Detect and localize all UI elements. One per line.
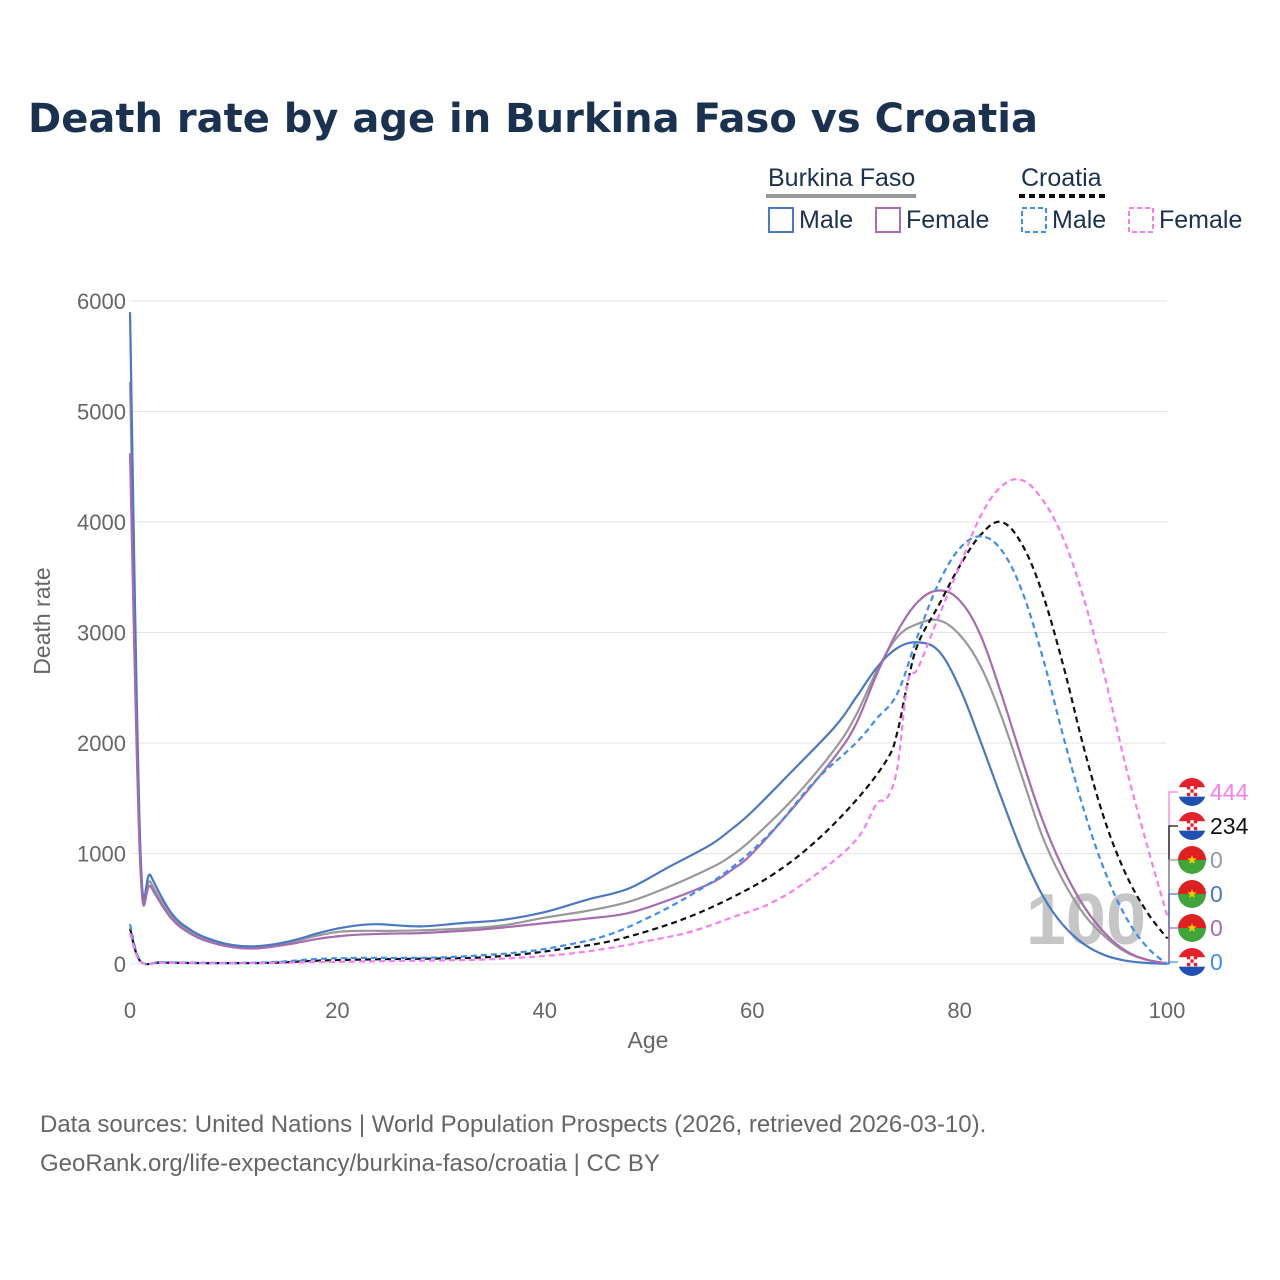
legend-label-hr-female[interactable]: Female (1159, 206, 1242, 234)
legend-label-hr-male[interactable]: Male (1052, 206, 1106, 234)
y-tick-label: 3000 (77, 621, 126, 646)
burkina-faso-flag-icon (1178, 880, 1206, 908)
y-tick-label: 6000 (77, 289, 126, 314)
grid (130, 300, 1167, 965)
source-line-2[interactable]: GeoRank.org/life-expectancy/burkina-faso… (40, 1150, 660, 1177)
croatia-flag-icon (1178, 948, 1206, 976)
y-tick-label: 0 (114, 952, 126, 977)
series-line-hr-male[interactable] (128, 535, 1168, 966)
y-tick-label: 1000 (77, 842, 126, 867)
x-tick-label: 20 (325, 998, 349, 1023)
y-axis-title: Death rate (29, 567, 55, 674)
end-label-value: 0 (1210, 915, 1223, 941)
end-label-connector (1167, 961, 1178, 965)
x-tick-label: 100 (1149, 998, 1186, 1023)
legend-label-bf-female[interactable]: Female (906, 206, 989, 234)
series-line-bf-male[interactable] (128, 312, 1168, 965)
x-tick-label: 80 (947, 998, 971, 1023)
end-label-value: 0 (1210, 949, 1223, 975)
legend-group-burkina-faso[interactable]: Burkina Faso (768, 164, 915, 192)
source-line-1: Data sources: United Nations | World Pop… (40, 1111, 986, 1138)
series-line-bf-total[interactable] (128, 381, 1168, 965)
series-line-hr-female[interactable] (128, 478, 1169, 966)
end-labels: 444 234 0 0 0 0 (1167, 778, 1249, 976)
x-axis-title: Age (628, 1027, 669, 1053)
legend-label-bf-male[interactable]: Male (799, 206, 853, 234)
x-axis-ticks: 0 20 40 60 80 100 (124, 998, 1185, 1023)
end-label-value: 444 (1210, 779, 1249, 805)
end-label-value: 234 (1210, 813, 1249, 839)
end-label-connector (1167, 927, 1178, 965)
y-axis-ticks: 0 1000 2000 3000 4000 5000 6000 (77, 289, 126, 977)
legend-swatch-bf-female[interactable] (875, 207, 901, 233)
series-line-bf-female[interactable] (128, 453, 1168, 965)
series-lines (128, 312, 1169, 966)
x-tick-label: 0 (124, 998, 136, 1023)
series-line-hr-total[interactable] (128, 520, 1168, 966)
burkina-faso-flag-icon (1178, 846, 1206, 874)
y-tick-label: 2000 (77, 731, 126, 756)
end-label-value: 0 (1210, 847, 1223, 873)
y-tick-label: 5000 (77, 400, 126, 425)
x-tick-label: 60 (740, 998, 764, 1023)
legend-group-croatia[interactable]: Croatia (1021, 164, 1102, 192)
legend-swatch-hr-female[interactable] (1128, 207, 1154, 233)
x-tick-label: 40 (533, 998, 557, 1023)
croatia-flag-icon (1178, 778, 1206, 806)
chart-title: Death rate by age in Burkina Faso vs Cro… (28, 96, 1038, 142)
croatia-flag-icon (1178, 812, 1206, 840)
end-label-value: 0 (1210, 881, 1223, 907)
y-tick-label: 4000 (77, 510, 126, 535)
legend-swatch-hr-male[interactable] (1021, 207, 1047, 233)
legend: Burkina Faso Male Female Croatia Male Fe… (766, 164, 1242, 234)
burkina-faso-flag-icon (1178, 914, 1206, 942)
legend-swatch-bf-male[interactable] (768, 207, 794, 233)
